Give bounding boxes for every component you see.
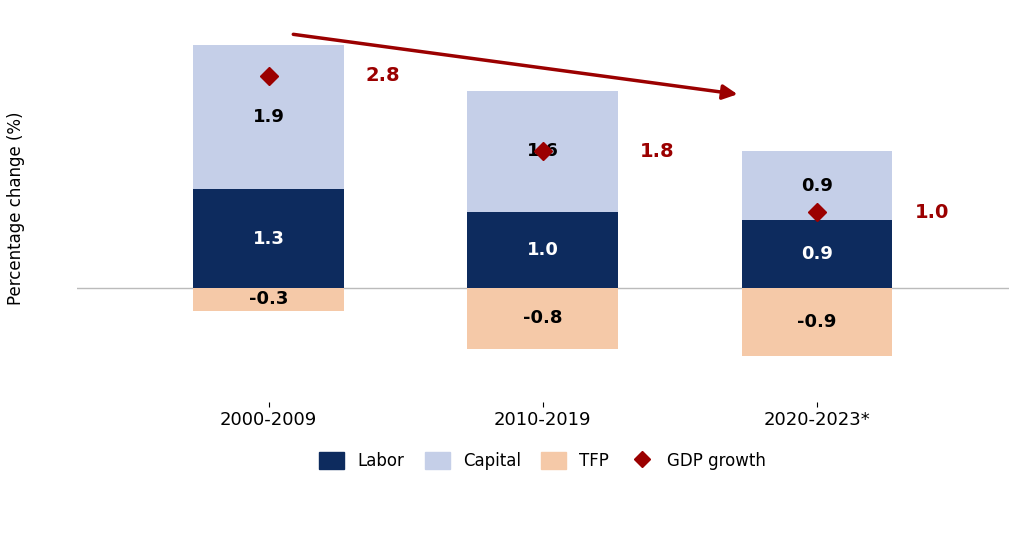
Bar <box>467 91 618 212</box>
Text: 1.3: 1.3 <box>253 230 285 248</box>
Y-axis label: Percentage change (%): Percentage change (%) <box>7 112 26 305</box>
Bar <box>467 288 618 349</box>
Bar <box>194 288 344 311</box>
Bar <box>741 220 893 288</box>
Bar <box>741 288 893 356</box>
Legend: Labor, Capital, TFP, GDP growth: Labor, Capital, TFP, GDP growth <box>311 444 774 479</box>
Text: 1.6: 1.6 <box>527 143 559 160</box>
Text: -0.3: -0.3 <box>249 290 289 309</box>
Text: 2.8: 2.8 <box>366 66 400 85</box>
Bar <box>741 151 893 220</box>
Text: 1.8: 1.8 <box>640 142 675 161</box>
Bar <box>467 212 618 288</box>
Text: 0.9: 0.9 <box>801 177 833 195</box>
Text: 1.0: 1.0 <box>914 203 949 222</box>
Bar <box>194 190 344 288</box>
Text: 0.9: 0.9 <box>801 245 833 263</box>
Text: 1.0: 1.0 <box>527 241 559 259</box>
Text: 1.9: 1.9 <box>253 108 285 126</box>
Text: -0.9: -0.9 <box>798 313 837 331</box>
Bar <box>194 45 344 190</box>
Text: -0.8: -0.8 <box>523 309 562 328</box>
